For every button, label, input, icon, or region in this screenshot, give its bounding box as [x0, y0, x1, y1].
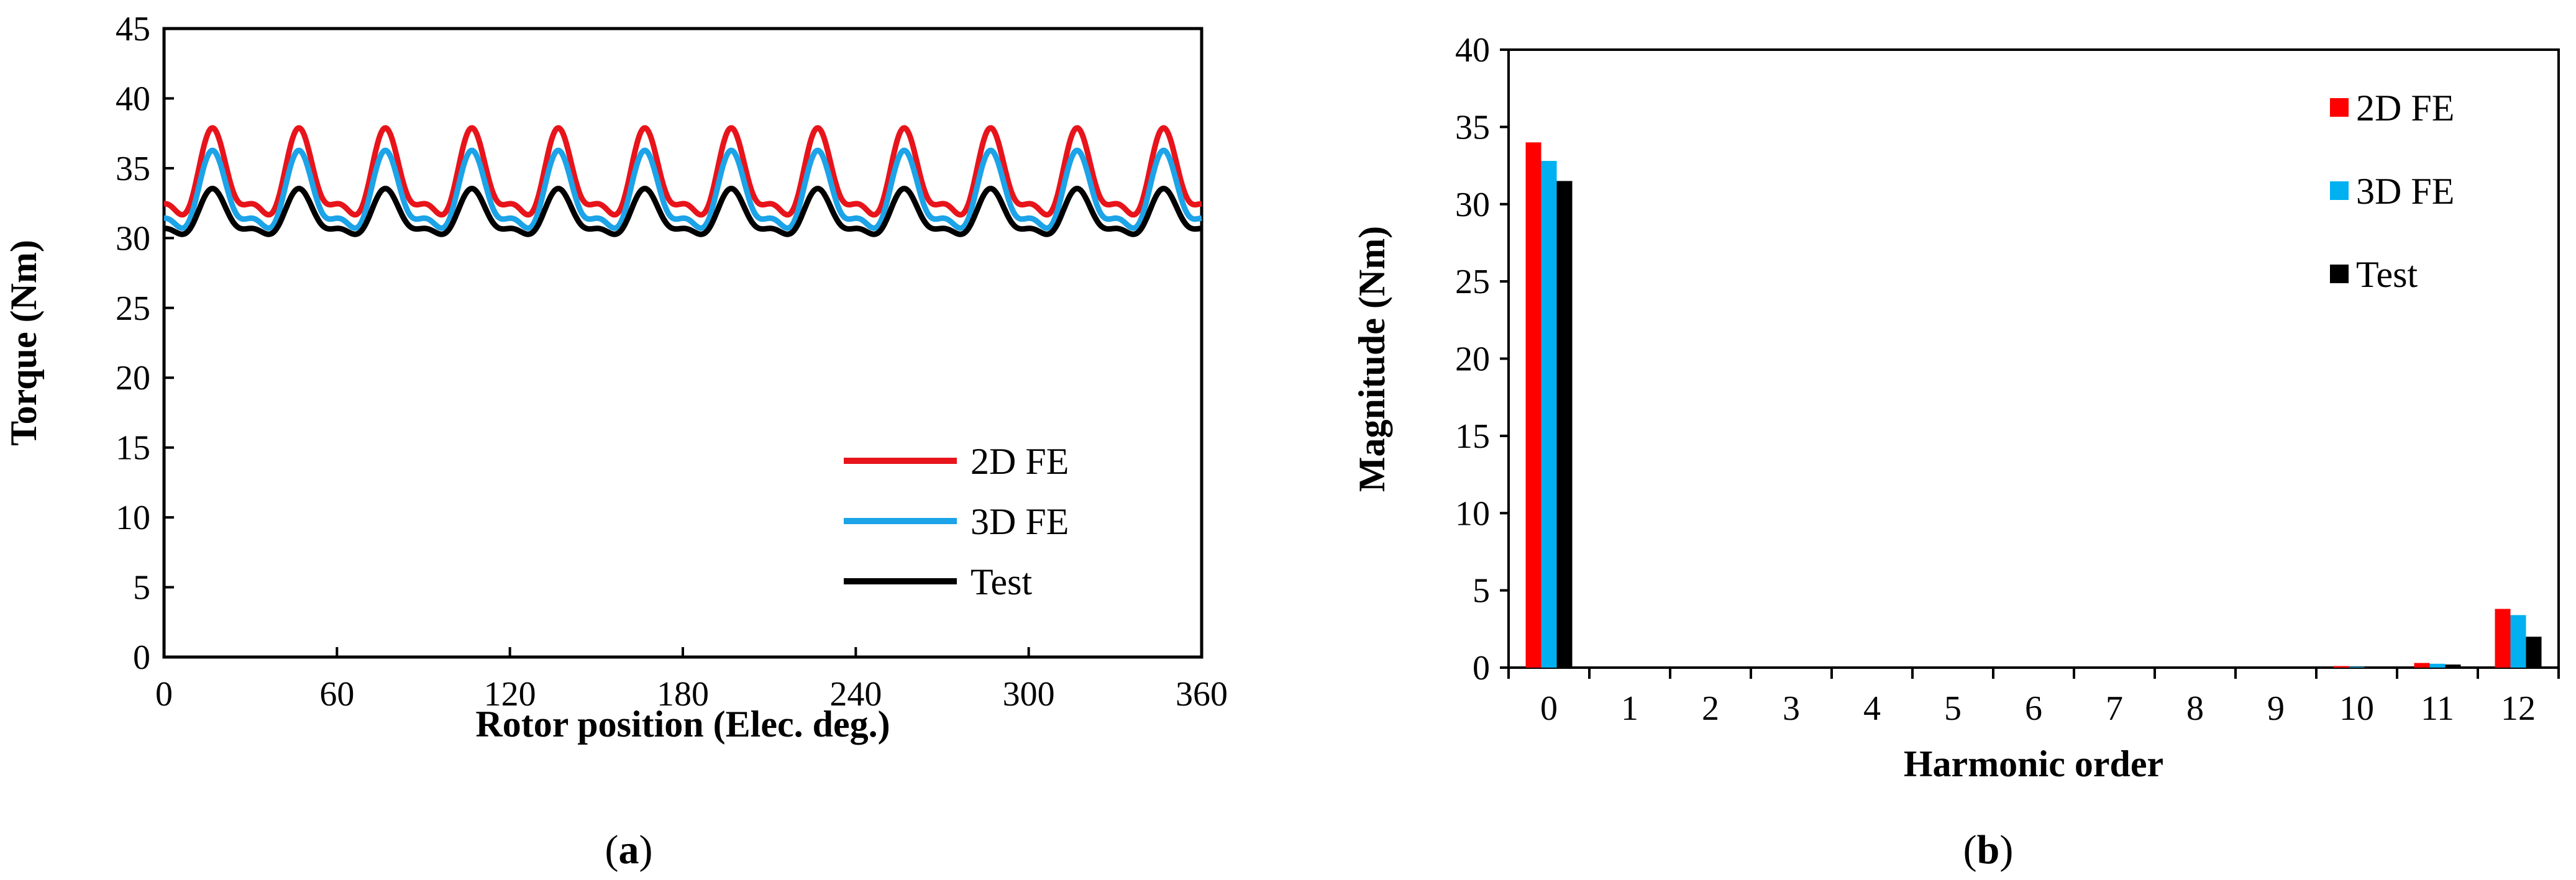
legend-swatch — [2330, 181, 2349, 200]
bar-test-h11 — [2445, 665, 2461, 668]
y-tick-label: 35 — [1455, 108, 1490, 147]
y-axis-title: Torque (Nm) — [3, 240, 44, 446]
x-tick-label: 120 — [484, 675, 536, 714]
series-line-2d-fe — [162, 125, 1204, 218]
x-tick-label: 9 — [2267, 689, 2285, 728]
series-lines — [162, 125, 1204, 237]
y-tick-label: 30 — [1455, 186, 1490, 224]
bar-test-h12 — [2526, 637, 2542, 668]
x-tick-label: 0 — [1540, 689, 1558, 728]
bar-3d-fe-h10 — [2349, 666, 2365, 668]
plot-area-frame — [162, 27, 1204, 659]
x-tick-label: 10 — [2339, 689, 2374, 728]
y-tick-label: 40 — [1455, 31, 1490, 70]
bar-3d-fe-h11 — [2429, 663, 2446, 668]
y-tick-label: 35 — [116, 150, 150, 188]
y-tick-label: 10 — [116, 499, 150, 537]
bars — [1525, 142, 2542, 668]
y-axis-ticks: 0 5 10 15 20 25 30 35 40 45 — [116, 10, 174, 677]
bar-3d-fe-h0 — [1541, 161, 1557, 668]
legend-label: Test — [2356, 254, 2418, 295]
bar-2d-fe-h12 — [2495, 609, 2511, 668]
plot-area-frame — [1507, 48, 2560, 669]
x-axis-title: Rotor position (Elec. deg.) — [475, 704, 890, 745]
y-axis-ticks: 0 5 10 15 20 25 30 35 40 — [1455, 31, 1509, 687]
x-tick-label: 8 — [2186, 689, 2204, 728]
y-tick-label: 25 — [116, 289, 150, 328]
y-tick-label: 5 — [133, 569, 150, 607]
y-tick-label: 30 — [116, 219, 150, 258]
legend-label: Test — [971, 561, 1032, 602]
x-tick-label: 6 — [2025, 689, 2042, 728]
bar-2d-fe-h10 — [2333, 666, 2349, 668]
legend: 2D FE 3D FE Test — [844, 441, 1069, 602]
y-tick-label: 45 — [116, 10, 150, 48]
x-tick-label: 3 — [1783, 689, 1800, 728]
y-tick-label: 20 — [116, 359, 150, 397]
x-tick-label: 12 — [2501, 689, 2536, 728]
series-line-3d-fe — [162, 147, 1204, 231]
x-tick-label: 1 — [1621, 689, 1638, 728]
y-tick-label: 15 — [116, 429, 150, 468]
legend-swatch — [2330, 265, 2349, 283]
bar-2d-fe-h0 — [1525, 142, 1541, 668]
x-tick-label: 360 — [1176, 675, 1228, 714]
x-tick-label: 60 — [319, 675, 354, 714]
y-tick-label: 20 — [1455, 340, 1490, 379]
x-axis-title: Harmonic order — [1904, 743, 2163, 784]
y-axis-title: Magnitude (Nm) — [1351, 226, 1392, 492]
bar-test-h0 — [1556, 181, 1573, 668]
y-tick-label: 0 — [133, 638, 150, 677]
panel-label-b: (b) — [1963, 827, 2014, 873]
y-tick-label: 25 — [1455, 263, 1490, 301]
x-tick-label: 180 — [657, 675, 709, 714]
x-tick-label: 300 — [1003, 675, 1055, 714]
x-axis-ticks: 0 60 120 180 240 300 360 — [155, 647, 1228, 714]
torque-line-chart: 0 5 10 15 20 25 30 35 40 45 0 60 120 180 240 300 360 Ro… — [3, 10, 1228, 873]
legend-label: 2D FE — [2356, 88, 2454, 129]
legend-swatch — [2330, 98, 2349, 117]
x-tick-label: 0 — [155, 675, 173, 714]
x-tick-label: 2 — [1702, 689, 1719, 728]
panel-label-a: (a) — [605, 827, 653, 873]
x-tick-label: 11 — [2421, 689, 2454, 728]
legend-label: 2D FE — [971, 441, 1069, 482]
x-tick-label: 4 — [1863, 689, 1881, 728]
bar-2d-fe-h11 — [2414, 663, 2430, 668]
y-tick-label: 40 — [116, 79, 150, 118]
y-tick-label: 15 — [1455, 417, 1490, 456]
x-tick-label: 240 — [829, 675, 882, 714]
legend-label: 3D FE — [971, 501, 1069, 542]
y-tick-label: 5 — [1473, 572, 1490, 610]
x-tick-label: 5 — [1944, 689, 1962, 728]
bar-3d-fe-h12 — [2510, 615, 2526, 668]
series-line-test — [162, 186, 1204, 237]
legend: 2D FE 3D FE Test — [2330, 88, 2454, 295]
y-tick-label: 0 — [1473, 649, 1490, 687]
legend-label: 3D FE — [2356, 171, 2454, 212]
bar-test-h10 — [2364, 666, 2380, 668]
x-axis-ticks: 0 1 2 3 4 5 6 7 8 9 10 11 12 — [1507, 668, 2560, 728]
x-tick-label: 7 — [2106, 689, 2123, 728]
y-tick-label: 10 — [1455, 494, 1490, 533]
